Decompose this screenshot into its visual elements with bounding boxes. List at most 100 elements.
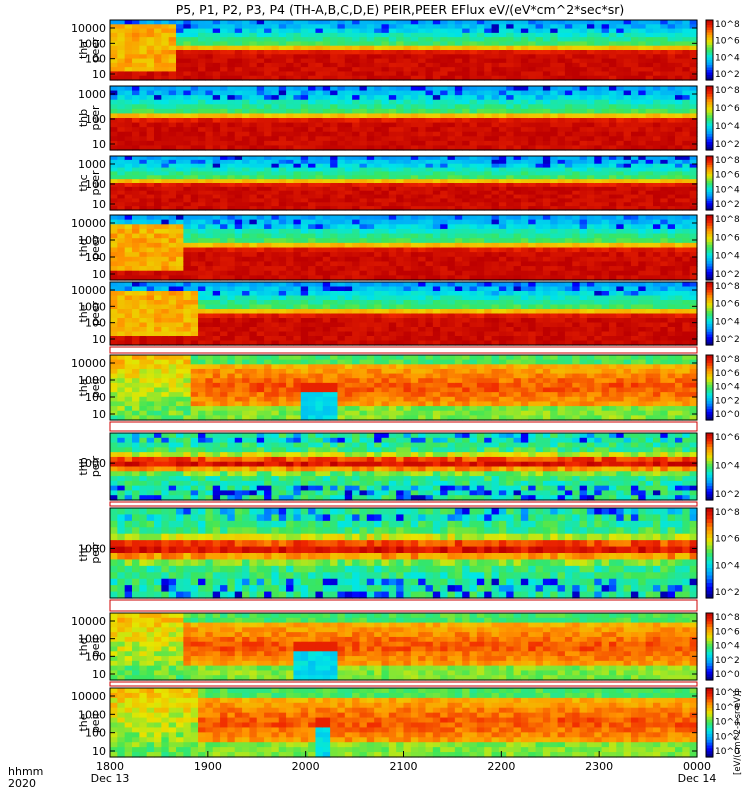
spectrogram-cell — [110, 50, 118, 55]
spectrogram-cell — [344, 104, 353, 110]
spectrogram-cell — [410, 20, 419, 25]
spectrogram-cell — [498, 24, 507, 30]
spectrogram-cell — [542, 242, 551, 249]
colorbar-step — [706, 176, 713, 180]
spectrogram-cell — [198, 20, 206, 25]
spectrogram-cell — [344, 252, 353, 258]
spectrogram-cell — [139, 206, 148, 211]
spectrogram-cell — [674, 113, 683, 119]
colorbar-step — [706, 183, 713, 186]
spectrogram-cell — [586, 159, 595, 165]
spectrogram-cell — [682, 224, 691, 230]
spectrogram-cell — [638, 104, 647, 110]
spectrogram-cell — [432, 145, 441, 151]
spectrogram-cell — [616, 95, 625, 101]
spectrogram-cell — [667, 28, 676, 34]
spectrogram-cell — [667, 145, 676, 151]
spectrogram-cell — [520, 194, 529, 200]
spectrogram-cell — [220, 309, 228, 315]
spectrogram-cell — [139, 95, 148, 101]
spectrogram-cell — [506, 104, 515, 110]
spectrogram-cell — [264, 252, 273, 258]
spectrogram-cell — [550, 140, 559, 147]
spectrogram-cell — [667, 198, 676, 203]
spectrogram-cell — [337, 224, 346, 230]
spectrogram-cell — [550, 190, 559, 196]
spectrogram-cell — [557, 75, 566, 81]
spectrogram-cell — [630, 131, 639, 137]
spectrogram-cell — [132, 118, 140, 124]
spectrogram-cell — [176, 198, 184, 203]
spectrogram-cell — [535, 159, 544, 165]
spectrogram-cell — [220, 219, 228, 225]
spectrogram-cell — [271, 261, 280, 267]
spectrogram-cell — [432, 118, 441, 124]
spectrogram-cell — [132, 282, 140, 288]
spectrogram-cell — [234, 233, 243, 239]
spectrogram-cell — [682, 186, 691, 192]
spectrogram-cell — [220, 233, 228, 239]
spectrogram-cell — [447, 275, 456, 281]
spectrogram-cell — [249, 122, 258, 128]
spectrogram-cell — [242, 71, 251, 77]
spectrogram-cell — [447, 140, 456, 147]
spectrogram-cell — [403, 242, 412, 249]
spectrogram-cell — [183, 41, 192, 47]
spectrogram-cell — [242, 50, 251, 55]
spectrogram-cell — [418, 131, 427, 137]
spectrogram-cell — [374, 122, 383, 128]
spectrogram-cell — [139, 145, 148, 151]
spectrogram-cell — [623, 122, 632, 128]
spectrogram-cell — [344, 228, 353, 235]
spectrogram-cell — [403, 233, 412, 239]
spectrogram-cell — [132, 95, 140, 101]
spectrogram-cell — [264, 71, 273, 77]
spectrogram-cell — [337, 252, 346, 258]
spectrogram-cell — [139, 247, 148, 253]
spectrogram-cell — [469, 163, 478, 169]
spectrogram-cell — [623, 108, 632, 115]
spectrogram-cell — [220, 179, 228, 184]
spectrogram-cell — [542, 86, 551, 92]
spectrogram-cell — [594, 32, 603, 38]
spectrogram-cell — [550, 24, 559, 30]
spectrogram-cell — [469, 37, 478, 43]
spectrogram-cell — [432, 159, 441, 165]
spectrogram-cell — [550, 167, 559, 173]
spectrogram-cell — [579, 71, 588, 77]
spectrogram-cell — [154, 45, 162, 51]
spectrogram-cell — [616, 163, 625, 169]
spectrogram-cell — [381, 50, 390, 55]
colorbar-step — [706, 247, 713, 251]
colorbar-step — [706, 201, 713, 204]
spectrogram-cell — [176, 313, 184, 319]
spectrogram-cell — [132, 261, 140, 267]
spectrogram-cell — [513, 41, 522, 47]
spectrogram-cell — [418, 256, 427, 263]
spectrogram-cell — [513, 256, 522, 263]
spectrogram-cell — [190, 295, 199, 301]
spectrogram-cell — [535, 228, 544, 235]
spectrogram-cell — [528, 118, 537, 124]
spectrogram-cell — [601, 131, 610, 137]
spectrogram-cell — [432, 127, 441, 133]
spectrogram-cell — [381, 171, 390, 176]
spectrogram-cell — [506, 247, 515, 253]
spectrogram-cell — [462, 275, 471, 281]
spectrogram-cell — [667, 108, 676, 115]
spectrogram-cell — [161, 318, 170, 324]
spectrogram-cell — [132, 295, 140, 301]
spectrogram-cell — [652, 247, 661, 253]
spectrogram-cell — [220, 50, 228, 55]
spectrogram-cell — [352, 108, 361, 115]
spectrogram-cell — [513, 224, 522, 230]
spectrogram-cell — [682, 256, 691, 263]
spectrogram-cell — [579, 95, 588, 101]
spectrogram-cell — [110, 140, 118, 147]
spectrogram-cell — [344, 190, 353, 196]
spectrogram-cell — [205, 20, 214, 25]
spectrogram-cell — [190, 183, 199, 188]
spectrogram-cell — [256, 75, 265, 81]
spectrogram-cell — [271, 86, 280, 92]
spectrogram-cell — [572, 90, 581, 96]
